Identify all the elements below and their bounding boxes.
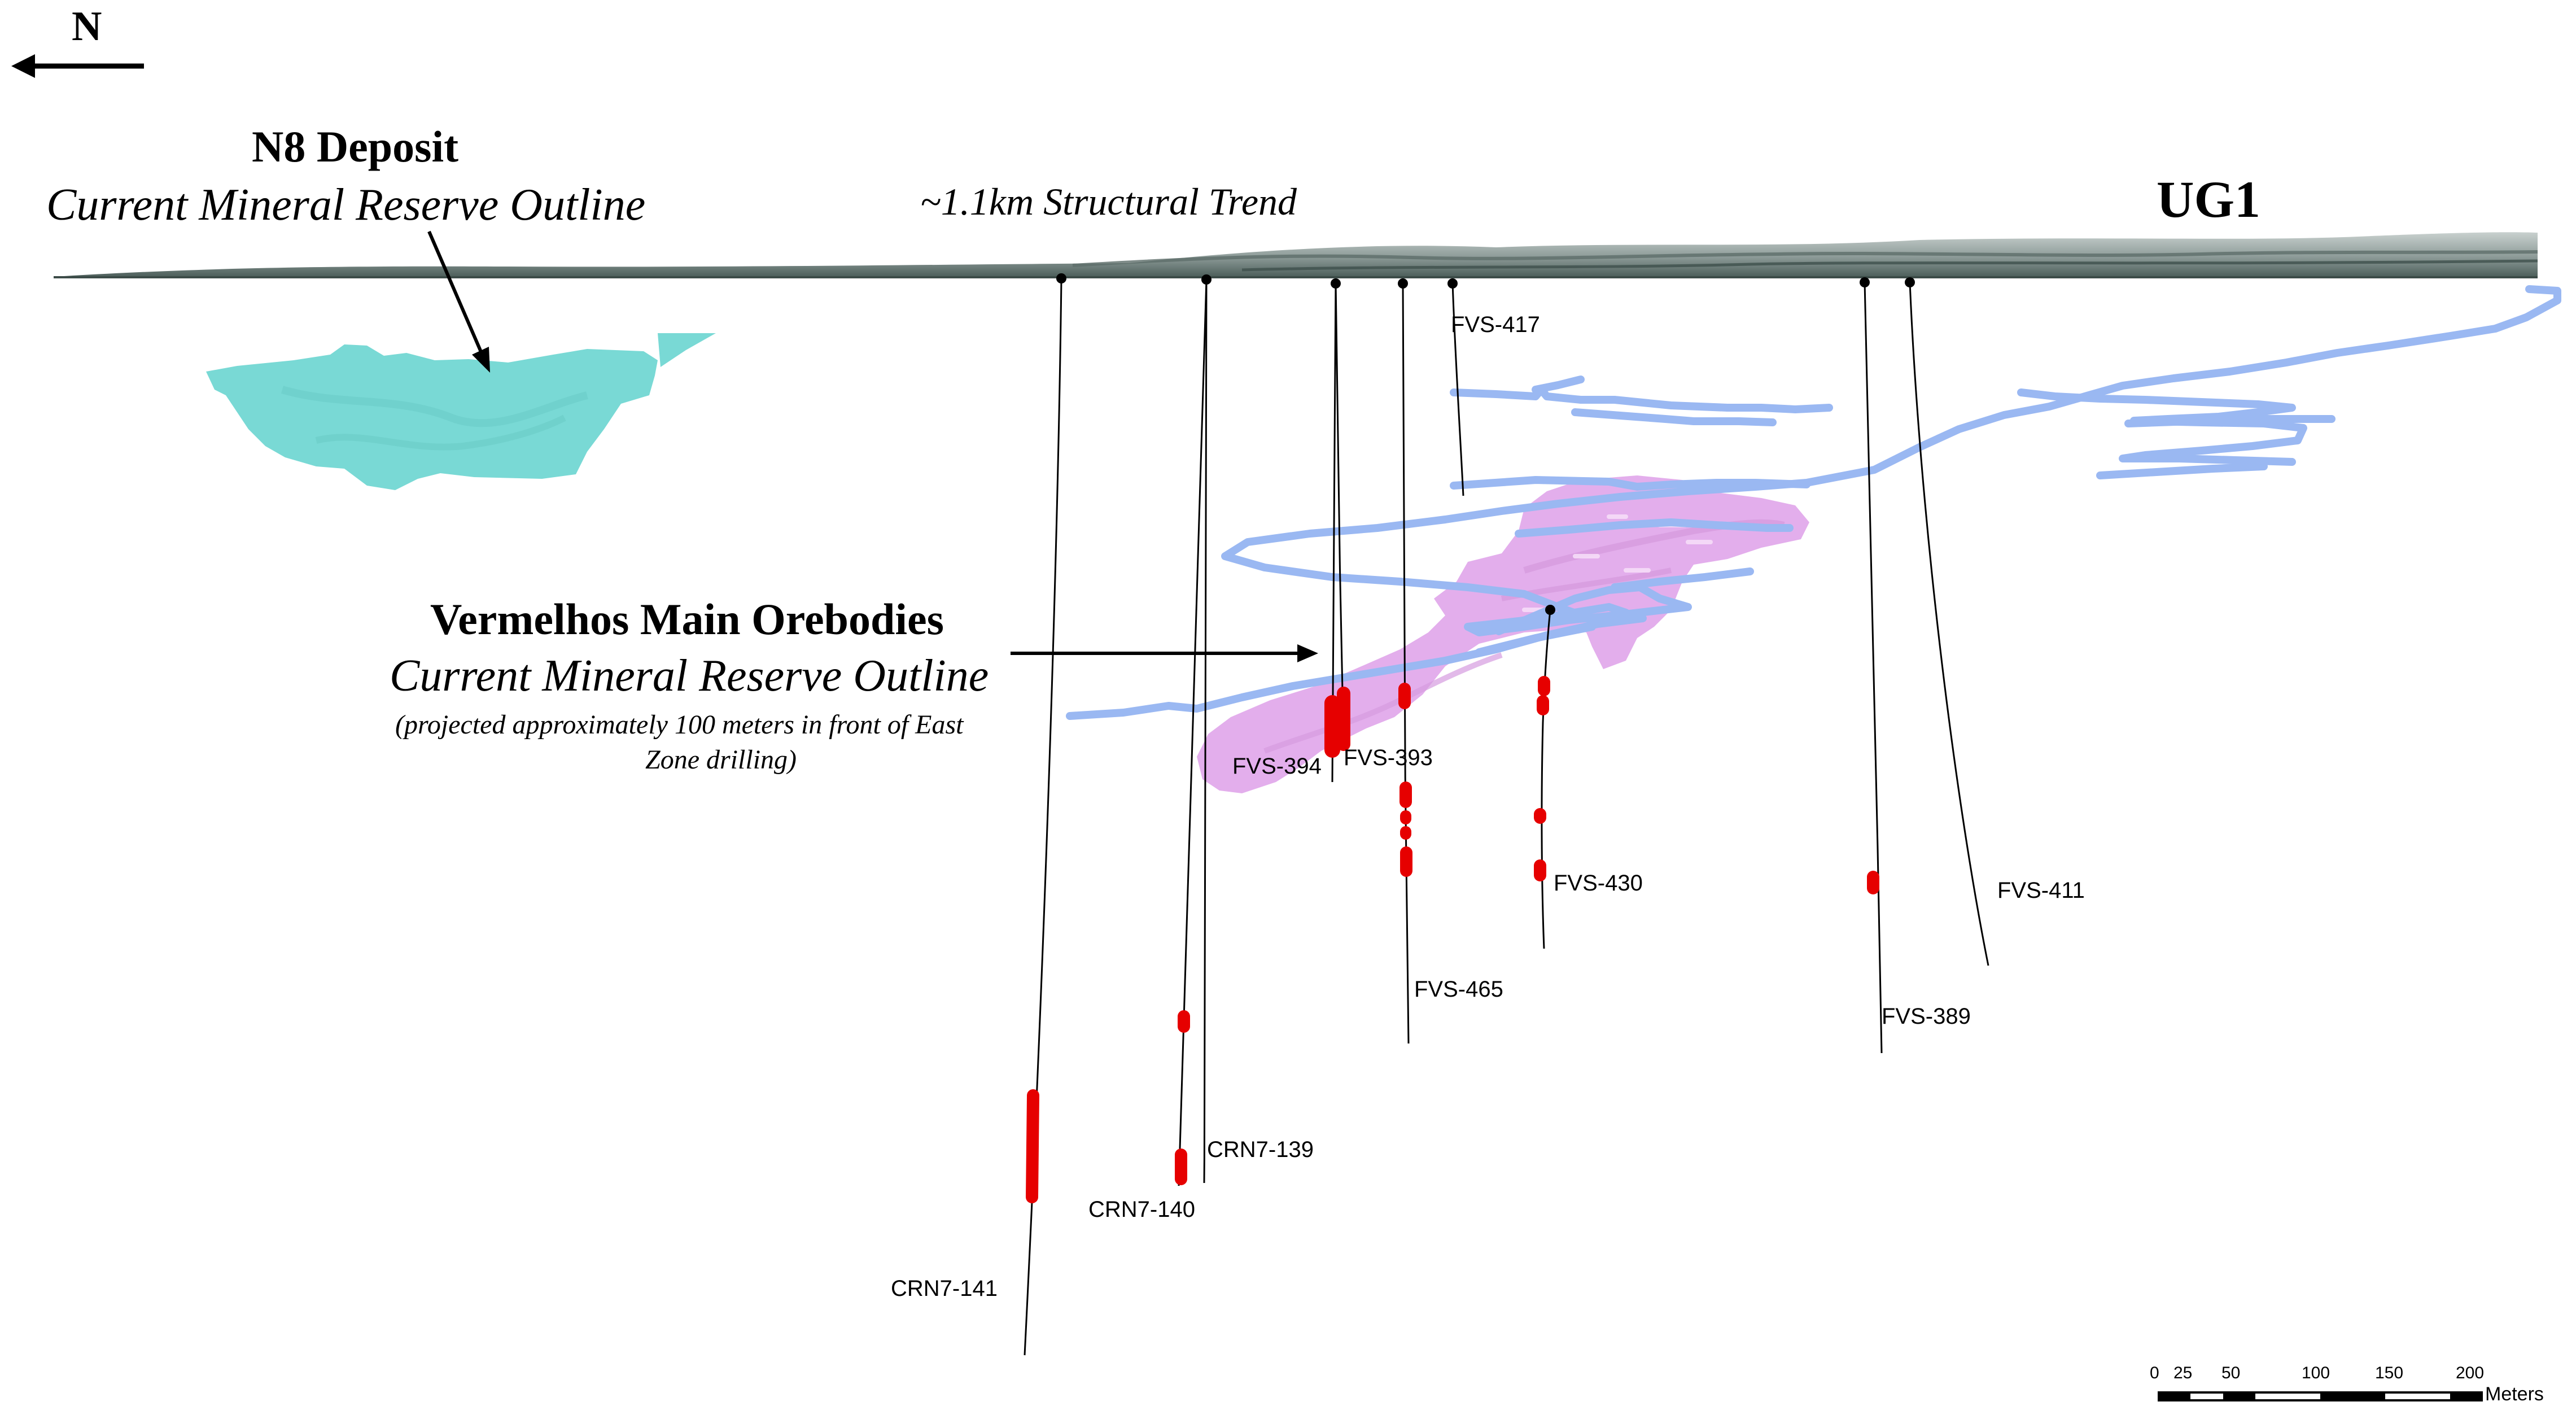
vermelhos-leader-arrowhead	[1297, 644, 1318, 662]
hole-label-crn7-139: CRN7-139	[1207, 1137, 1314, 1162]
mineralized-intercepts	[1026, 676, 1879, 1203]
vermelhos-subtitle: Current Mineral Reserve Outline	[390, 651, 989, 701]
trace-fvs-411	[1909, 282, 1989, 966]
trace-crn7-139	[1203, 279, 1208, 1184]
collar-fvs-393	[1331, 278, 1341, 289]
scale-tick-25: 25	[2173, 1364, 2193, 1382]
collar-fvs-430	[1545, 605, 1555, 615]
hole-label-crn7-141: CRN7-141	[891, 1276, 998, 1301]
ug1-workings	[1066, 285, 2561, 720]
hole-label-crn7-140: CRN7-140	[1088, 1197, 1195, 1222]
collar-fvs-465	[1398, 278, 1408, 289]
scale-segment-white-1	[2190, 1394, 2223, 1399]
trace-crn7-140	[1178, 279, 1208, 1186]
terrain-surface	[54, 232, 2538, 278]
collar-crn7-139	[1201, 274, 1212, 285]
scale-segment-white-3	[2385, 1394, 2450, 1399]
trace-fvs-393	[1335, 282, 1345, 746]
collar-fvs-389	[1860, 277, 1870, 287]
n8-subtitle: Current Mineral Reserve Outline	[46, 180, 646, 230]
intercept-crn7-141	[1026, 1089, 1039, 1203]
scale-tick-150: 150	[2375, 1364, 2404, 1382]
n8-leader-line	[427, 230, 484, 357]
n8-leader-arrowhead	[472, 347, 490, 373]
hole-label-fvs-411: FVS-411	[1997, 878, 2085, 903]
drill-traces	[1024, 279, 1989, 1356]
hole-label-fvs-393: FVS-393	[1344, 745, 1433, 770]
hole-label-fvs-465: FVS-465	[1414, 977, 1503, 1002]
vermelhos-title: Vermelhos Main Orebodies	[430, 595, 944, 644]
leader-arrows	[427, 230, 1318, 662]
scale-bar	[2158, 1391, 2483, 1401]
scale-unit: Meters	[2485, 1383, 2544, 1405]
vermelhos-note-line2: Zone drilling)	[645, 745, 797, 775]
north-arrow-icon	[11, 54, 144, 78]
vermelhos-note-line1: (projected approximately 100 meters in f…	[395, 710, 964, 740]
ug1-label: UG1	[2157, 171, 2260, 228]
structural-trend-label: ~1.1km Structural Trend	[920, 180, 1297, 223]
n8-deposit-outline	[206, 333, 716, 490]
collar-crn7-141	[1056, 273, 1066, 283]
trace-fvs-417	[1451, 282, 1464, 496]
scale-segment-white-2	[2255, 1394, 2320, 1399]
collar-fvs-417	[1447, 278, 1458, 289]
scale-tick-200: 200	[2456, 1364, 2485, 1382]
hole-label-fvs-389: FVS-389	[1882, 1004, 1971, 1029]
scale-tick-50: 50	[2221, 1364, 2241, 1382]
scale-tick-100: 100	[2302, 1364, 2330, 1382]
trace-fvs-389	[1864, 282, 1883, 1054]
n8-title: N8 Deposit	[252, 122, 459, 171]
hole-label-fvs-430: FVS-430	[1554, 871, 1643, 896]
hole-label-fvs-394: FVS-394	[1232, 754, 1322, 779]
hole-label-fvs-417: FVS-417	[1451, 312, 1540, 337]
north-label: N	[72, 3, 102, 50]
drill-collars	[1056, 273, 1915, 615]
trace-fvs-430	[1541, 609, 1551, 949]
scale-tick-0: 0	[2150, 1364, 2159, 1382]
trace-fvs-465	[1402, 282, 1410, 1044]
collar-fvs-411	[1905, 277, 1915, 287]
